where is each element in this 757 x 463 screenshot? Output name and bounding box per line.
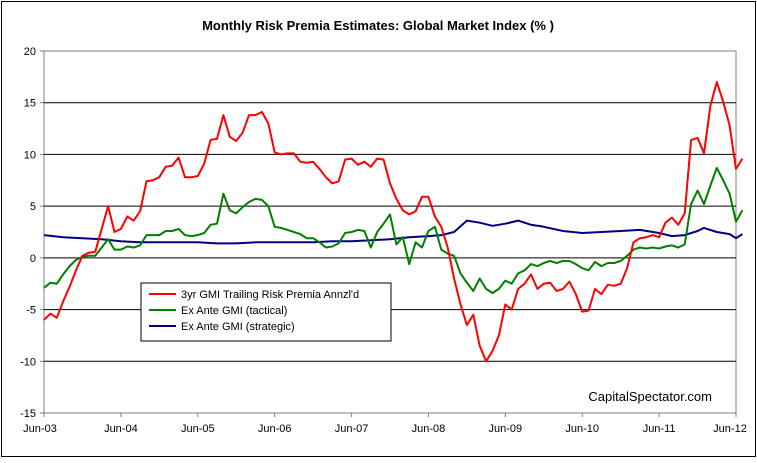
y-tick-label: 10 bbox=[24, 149, 36, 161]
watermark-annotation: CapitalSpectator.com bbox=[588, 389, 712, 404]
y-tick-label: 0 bbox=[30, 253, 36, 265]
legend-label: 3yr GMI Trailing Risk Premia Annzl'd bbox=[181, 289, 359, 301]
x-tick-label: Jun-07 bbox=[335, 423, 369, 435]
y-tick-label: -5 bbox=[26, 305, 36, 317]
y-tick-label: -10 bbox=[20, 356, 36, 368]
x-axis-ticks: Jun-03 Jun-04 Jun-05 Jun-06 Jun-07 Jun-08 Jun-… bbox=[23, 413, 747, 435]
y-tick-label: 5 bbox=[30, 201, 36, 213]
x-tick-label: Jun-04 bbox=[104, 423, 138, 435]
y-tick-label: 15 bbox=[24, 98, 36, 110]
series-line-1 bbox=[43, 166, 744, 294]
x-tick-label: Jun-11 bbox=[643, 423, 676, 435]
y-tick-label: -15 bbox=[20, 408, 36, 420]
x-tick-label: Jun-10 bbox=[565, 423, 599, 435]
x-tick-label: Jun-12 bbox=[713, 423, 747, 435]
legend-box bbox=[140, 282, 392, 342]
chart-title: Monthly Risk Premia Estimates: Global Ma… bbox=[202, 18, 554, 33]
series-line-2 bbox=[43, 219, 743, 245]
y-tick-label: 20 bbox=[24, 46, 36, 58]
legend-label: Ex Ante GMI (strategic) bbox=[181, 321, 295, 333]
y-axis-ticks: -15 -10 -5 0 5 10 15 20 bbox=[20, 46, 44, 420]
series-line-0 bbox=[43, 81, 744, 363]
legend-label: Ex Ante GMI (tactical) bbox=[181, 305, 287, 317]
x-tick-label: Jun-08 bbox=[412, 423, 446, 435]
plot-area bbox=[43, 50, 737, 414]
legend: 3yr GMI Trailing Risk Premia Annzl'd Ex A… bbox=[140, 282, 392, 342]
x-tick-label: Jun-03 bbox=[23, 423, 57, 435]
series-group bbox=[43, 81, 744, 363]
x-tick-label: Jun-06 bbox=[258, 423, 292, 435]
x-tick-label: Jun-05 bbox=[181, 423, 215, 435]
x-tick-label: Jun-09 bbox=[489, 423, 523, 435]
